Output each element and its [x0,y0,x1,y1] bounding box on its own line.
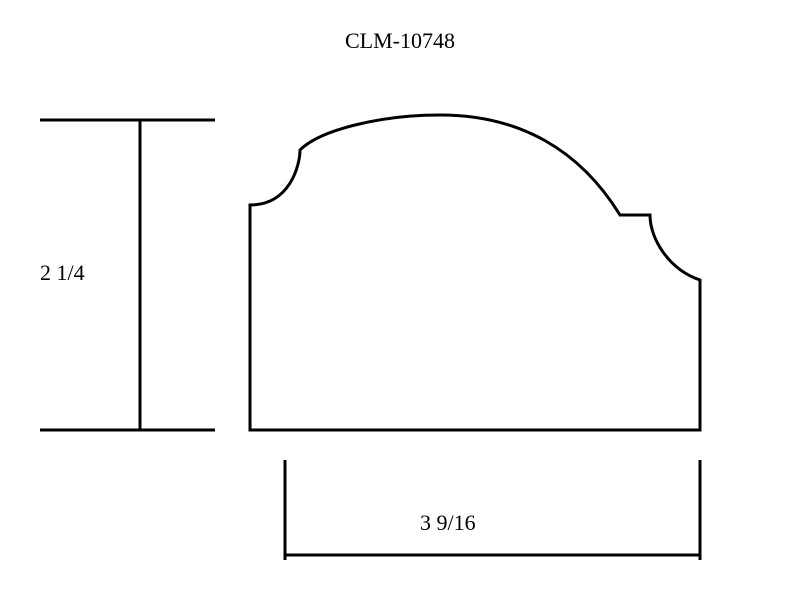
drawing-canvas [0,0,800,600]
vertical-dimension [40,120,215,430]
horizontal-dimension [285,460,700,560]
moulding-profile [250,115,700,430]
